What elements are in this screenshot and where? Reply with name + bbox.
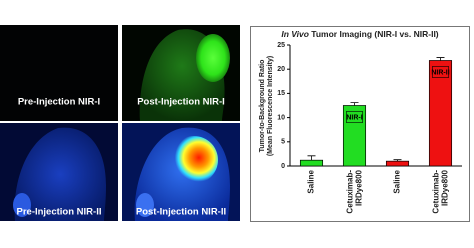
panel-label: Pre-Injection NIR-I [18, 97, 100, 108]
x-tick-group: Cetuximab-IRDye800 [346, 169, 364, 213]
bar [385, 160, 410, 167]
y-axis-label: Tumor-to-Background Ratio (Mean Fluoresc… [259, 56, 274, 156]
x-tick-group: Saline [393, 169, 402, 193]
x-tick-line: IRDye800 [355, 169, 364, 206]
tumor-signal [170, 136, 218, 184]
x-tick-group: Cetuximab-IRDye800 [432, 169, 450, 213]
mouse-paw [136, 193, 154, 217]
y-tick-label: 5 [281, 139, 285, 146]
error-bar [307, 155, 316, 161]
y-label-line: (Mean Fluorescence Intensity) [267, 56, 274, 156]
bar-label: NIR-I [346, 114, 362, 121]
bar [299, 159, 324, 167]
x-tick-label: Cetuximab-IRDye800 [346, 169, 364, 213]
image-panel [0, 25, 118, 121]
x-tick-line: IRDye800 [441, 169, 450, 206]
y-tick-label: 15 [277, 90, 285, 97]
title-italic: In Vivo [281, 29, 309, 39]
y-tick-label: 25 [277, 42, 285, 49]
mouse-body [14, 127, 106, 221]
bar-label: NIR-II [431, 69, 449, 76]
title-text: Tumor Imaging (NIR-I vs. NIR-II) [311, 29, 439, 39]
bar-label-box [432, 66, 449, 78]
chart-title: In Vivo Tumor Imaging (NIR-I vs. NIR-II) [281, 29, 438, 39]
x-tick-line: Cetuximab- [346, 170, 355, 214]
error-bar [436, 57, 445, 61]
error-bar [350, 102, 359, 106]
x-tick-label: Saline [393, 169, 402, 193]
x-tick-line: Cetuximab- [432, 170, 441, 214]
panel-label: Post-Injection NIR-II [136, 207, 226, 218]
error-bar [393, 159, 402, 162]
panel-label: Pre-Injection NIR-II [17, 207, 102, 218]
y-label-line: Tumor-to-Background Ratio [259, 60, 266, 153]
y-tick-label: 10 [277, 114, 285, 121]
y-tick-label: 20 [277, 66, 285, 73]
x-tick-label: Saline [307, 169, 316, 193]
x-tick-group: Saline [307, 169, 316, 193]
y-tick-label: 0 [281, 163, 285, 170]
panel-label: Post-Injection NIR-I [137, 97, 225, 108]
mouse-paw [13, 193, 31, 217]
x-tick-label: Cetuximab-IRDye800 [432, 169, 450, 213]
bar-label-box [346, 111, 363, 123]
tumor-signal [196, 34, 230, 82]
